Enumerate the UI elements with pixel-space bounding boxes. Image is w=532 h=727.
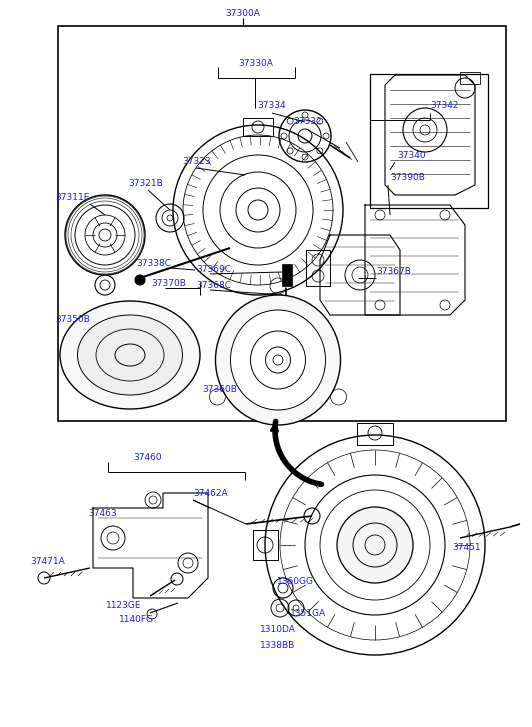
Text: 37332: 37332 <box>294 118 322 126</box>
Text: 37471A: 37471A <box>30 558 65 566</box>
Bar <box>460 72 480 84</box>
Text: 37463: 37463 <box>88 510 117 518</box>
Bar <box>243 118 273 136</box>
Bar <box>357 423 393 445</box>
Text: 37334: 37334 <box>257 100 286 110</box>
Text: 37368C: 37368C <box>196 281 231 291</box>
Text: 37323: 37323 <box>182 158 211 166</box>
Text: 37330A: 37330A <box>238 58 273 68</box>
Ellipse shape <box>60 301 200 409</box>
Text: 37311E: 37311E <box>55 193 89 201</box>
Text: 37338C: 37338C <box>136 259 171 268</box>
Text: 1140FG: 1140FG <box>119 614 154 624</box>
Text: 1123GE: 1123GE <box>106 601 142 609</box>
Circle shape <box>135 275 145 285</box>
Text: 37390B: 37390B <box>390 174 425 182</box>
Bar <box>58 26 506 421</box>
Text: 1351GA: 1351GA <box>290 608 326 617</box>
Circle shape <box>337 507 413 583</box>
Text: 37342: 37342 <box>430 100 459 110</box>
Text: 1338BB: 1338BB <box>260 640 295 649</box>
Text: 37300A: 37300A <box>226 9 261 18</box>
Text: 1310DA: 1310DA <box>260 625 296 635</box>
Text: 37462A: 37462A <box>193 489 228 497</box>
Text: 37321B: 37321B <box>128 179 163 188</box>
Ellipse shape <box>230 310 326 410</box>
Text: 1360GG: 1360GG <box>277 577 314 585</box>
Bar <box>370 74 488 208</box>
Text: 37451: 37451 <box>452 542 480 552</box>
Text: 37340: 37340 <box>397 150 426 159</box>
Text: 37360B: 37360B <box>203 385 237 395</box>
Ellipse shape <box>78 315 182 395</box>
Text: 37370B: 37370B <box>151 278 186 287</box>
Text: 37350B: 37350B <box>55 316 90 324</box>
Text: 37369C: 37369C <box>196 265 231 275</box>
Bar <box>306 250 330 286</box>
Ellipse shape <box>215 295 340 425</box>
Text: 37367B: 37367B <box>376 267 411 276</box>
Bar <box>282 264 292 286</box>
Text: 37460: 37460 <box>134 454 162 462</box>
Bar <box>253 530 278 560</box>
